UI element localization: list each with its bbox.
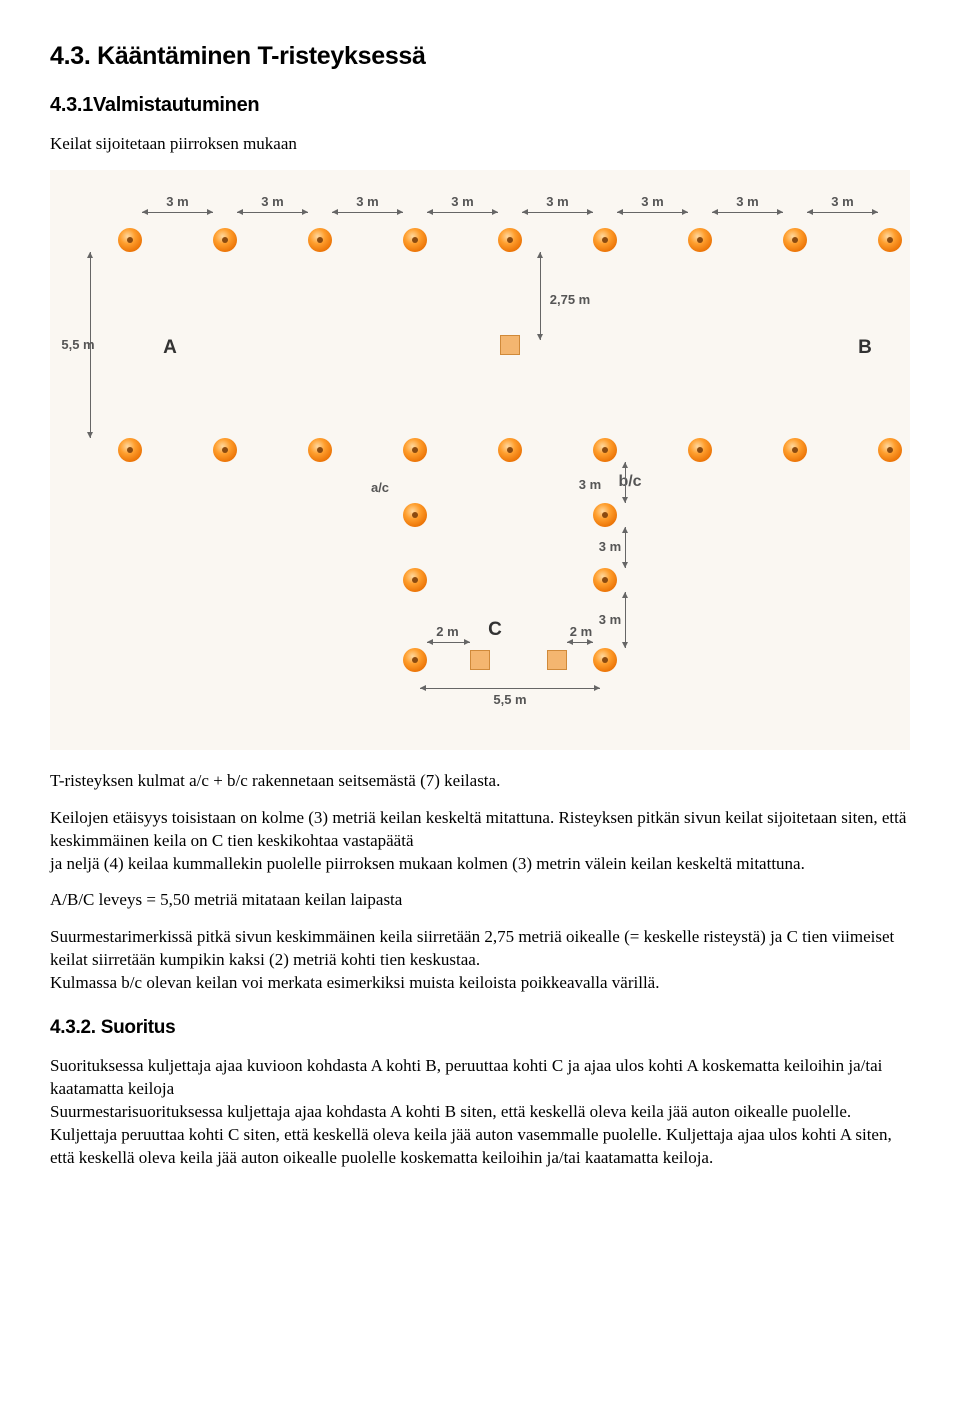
- diagram-label: 3 m: [261, 193, 283, 211]
- cone-icon: [403, 228, 427, 252]
- cone-icon: [593, 648, 617, 672]
- diagram-label: 2 m: [436, 623, 458, 641]
- marker-square: [547, 650, 567, 670]
- intro-text: Keilat sijoitetaan piirroksen mukaan: [50, 133, 910, 156]
- diagram-label: 3 m: [599, 538, 621, 556]
- cone-icon: [118, 438, 142, 462]
- diagram-label: 3 m: [736, 193, 758, 211]
- paragraph: Suurmestarimerkissä pitkä sivun keskimmä…: [50, 926, 910, 995]
- diagram-label: b/c: [618, 471, 641, 493]
- dimension-arrow: [420, 688, 600, 689]
- diagram-label: 3 m: [546, 193, 568, 211]
- paragraph: T-risteyksen kulmat a/c + b/c rakennetaa…: [50, 770, 910, 793]
- cone-icon: [498, 228, 522, 252]
- diagram-label: 5,5 m: [493, 691, 526, 709]
- cone-icon: [403, 648, 427, 672]
- dimension-arrow: [427, 212, 498, 213]
- cone-icon: [308, 228, 332, 252]
- diagram-label: 3 m: [166, 193, 188, 211]
- dimension-arrow: [625, 462, 626, 503]
- cone-icon: [118, 228, 142, 252]
- diagram-label: 3 m: [451, 193, 473, 211]
- cone-icon: [593, 568, 617, 592]
- cone-icon: [308, 438, 332, 462]
- dimension-arrow: [540, 252, 541, 340]
- diagram-label: 3 m: [831, 193, 853, 211]
- diagram-label: C: [488, 617, 502, 643]
- diagram-label: A: [163, 335, 177, 361]
- dimension-arrow: [712, 212, 783, 213]
- text: Suurmestarimerkissä pitkä sivun keskimmä…: [50, 927, 894, 969]
- cone-icon: [783, 438, 807, 462]
- marker-square: [470, 650, 490, 670]
- dimension-arrow: [807, 212, 878, 213]
- diagram-label: a/c: [371, 479, 389, 497]
- dimension-arrow: [567, 642, 593, 643]
- diagram-label: 5,5 m: [61, 336, 94, 354]
- diagram-label: 3 m: [356, 193, 378, 211]
- cone-icon: [213, 228, 237, 252]
- subsection-1-title: 4.3.1Valmistautuminen: [50, 92, 910, 119]
- cone-icon: [783, 228, 807, 252]
- diagram-label: 2,75 m: [550, 291, 590, 309]
- text: Suorituksessa kuljettaja ajaa kuvioon ko…: [50, 1056, 882, 1098]
- diagram-label: B: [858, 335, 872, 361]
- cone-icon: [593, 228, 617, 252]
- section-title: 4.3. Kääntäminen T-risteyksessä: [50, 40, 910, 74]
- cone-icon: [593, 438, 617, 462]
- text: Suurmestarisuorituksessa kuljettaja ajaa…: [50, 1102, 892, 1167]
- paragraph: A/B/C leveys = 5,50 metriä mitataan keil…: [50, 889, 910, 912]
- cone-icon: [403, 503, 427, 527]
- dimension-arrow: [625, 592, 626, 648]
- dimension-arrow: [332, 212, 403, 213]
- text: Kulmassa b/c olevan keilan voi merkata e…: [50, 973, 659, 992]
- paragraph: Keilojen etäisyys toisistaan on kolme (3…: [50, 807, 910, 876]
- dimension-arrow: [625, 527, 626, 568]
- dimension-arrow: [522, 212, 593, 213]
- cone-icon: [403, 568, 427, 592]
- marker-square: [500, 335, 520, 355]
- cone-icon: [403, 438, 427, 462]
- t-junction-diagram: 3 m 3 m 3 m 3 m 3 m 3 m 3 m 3 m 5,5 m 2,75 m A Ba/c…: [50, 170, 910, 750]
- subsection-2-title: 4.3.2. Suoritus: [50, 1015, 910, 1041]
- dimension-arrow: [237, 212, 308, 213]
- text: Keilojen etäisyys toisistaan on kolme (3…: [50, 808, 906, 850]
- cone-icon: [593, 503, 617, 527]
- text: ja neljä (4) keilaa kummallekin puolelle…: [50, 854, 805, 873]
- diagram-label: 2 m: [570, 623, 592, 641]
- cone-icon: [213, 438, 237, 462]
- dimension-arrow: [617, 212, 688, 213]
- cone-icon: [688, 438, 712, 462]
- cone-icon: [498, 438, 522, 462]
- cone-icon: [688, 228, 712, 252]
- paragraph: Suorituksessa kuljettaja ajaa kuvioon ko…: [50, 1055, 910, 1170]
- dimension-arrow: [142, 212, 213, 213]
- diagram-label: 3 m: [641, 193, 663, 211]
- diagram-label: 3 m: [579, 476, 601, 494]
- diagram-label: 3 m: [599, 611, 621, 629]
- cone-icon: [878, 228, 902, 252]
- cone-icon: [878, 438, 902, 462]
- dimension-arrow: [427, 642, 470, 643]
